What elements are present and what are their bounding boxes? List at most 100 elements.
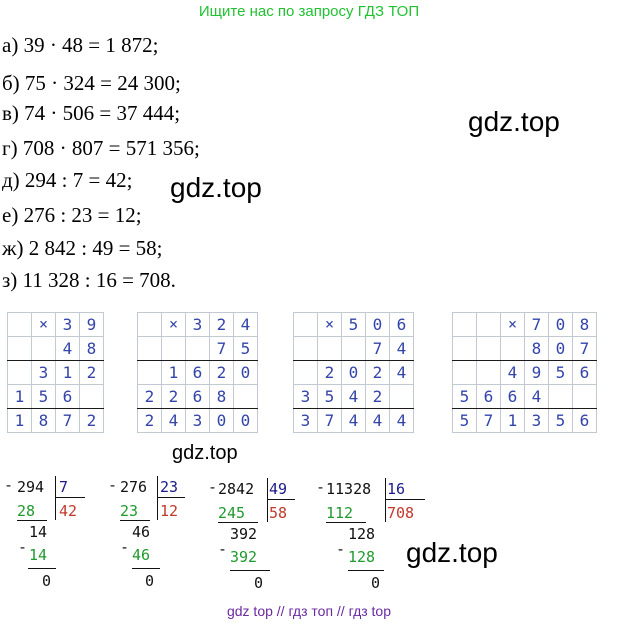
grid-cell: 6 (185, 384, 210, 409)
division-bracket (157, 476, 158, 520)
grid-cell: 7 (365, 336, 390, 361)
subtract-line (132, 568, 160, 569)
grid-cell: 0 (365, 312, 390, 337)
grid-cell: 7 (524, 312, 549, 337)
grid-cell: 1 (55, 360, 80, 385)
multiply-sign: × (500, 312, 525, 337)
grid-cell: 9 (79, 312, 104, 337)
grid-cell: 3 (31, 360, 56, 385)
dividend: 294 (17, 478, 45, 496)
quotient: 58 (269, 504, 288, 522)
grid-cell: 2 (161, 384, 186, 409)
grid-cell: 4 (341, 384, 366, 409)
watermark: gdz.top (468, 106, 560, 137)
grid-cell: 4 (55, 336, 80, 361)
grid-cell (548, 384, 573, 409)
grid-cell: 8 (31, 408, 56, 433)
grid-cell: 1 (161, 360, 186, 385)
divisor: 49 (269, 480, 288, 498)
partial-product: 23 (120, 502, 139, 520)
grid-cell: 2 (365, 384, 390, 409)
grid-cell (293, 312, 318, 337)
minus-sign: - (108, 476, 118, 494)
grid-cell: 5 (452, 408, 477, 433)
grid-cell: 5 (31, 384, 56, 409)
grid-cell: 6 (185, 360, 210, 385)
divisor: 23 (160, 478, 179, 496)
grid-cell (185, 336, 210, 361)
quotient: 12 (160, 502, 179, 520)
final-remainder: 0 (371, 574, 381, 592)
remainder: 46 (132, 523, 151, 541)
grid-cell (452, 360, 477, 385)
grid-cell: 2 (79, 360, 104, 385)
grid-cell: 1 (7, 384, 32, 409)
divisor: 7 (59, 478, 69, 496)
grid-cell (137, 312, 162, 337)
remainder: 14 (29, 523, 48, 541)
long-division-e: - 276 23 12 23 46 - 46 0 (108, 476, 198, 596)
minus-sign: - (336, 540, 346, 558)
grid-cell (137, 360, 162, 385)
equation-e: е) 276 : 23 = 12; (2, 203, 142, 227)
grid-cell: 2 (209, 312, 234, 337)
long-division-z: - 11328 16 708 112 128 - 128 0 (316, 478, 426, 598)
grid-cell: 6 (572, 360, 597, 385)
partial-product: 14 (29, 546, 48, 564)
division-bar (55, 497, 85, 498)
grid-cell: 3 (185, 312, 210, 337)
partial-product: 112 (326, 504, 354, 522)
footer-links: gdz top // гдз топ // гдз top (226, 603, 392, 619)
subtract-line (218, 522, 258, 523)
equation-zh: ж) 2 842 : 49 = 58; (2, 236, 163, 260)
remainder: 392 (230, 525, 258, 543)
grid-cell: 4 (341, 408, 366, 433)
grid-cell (389, 384, 414, 409)
partial-product: 392 (230, 548, 258, 566)
grid-cell (476, 336, 501, 361)
grid-cell: 6 (55, 384, 80, 409)
grid-cell: 3 (293, 384, 318, 409)
grid-cell (341, 336, 366, 361)
grid-cell: 3 (185, 408, 210, 433)
division-bar (385, 499, 425, 500)
grid-cell: 6 (389, 312, 414, 337)
grid-cell: 6 (476, 384, 501, 409)
equation-d: д) 294 : 7 = 42; (2, 168, 133, 192)
grid-cell: 0 (233, 360, 258, 385)
long-division-zh: - 2842 49 58 245 392 - 392 0 (208, 478, 308, 598)
long-division-d: - 294 7 42 28 14 - 14 0 (4, 476, 94, 596)
minus-sign: - (208, 478, 218, 496)
grid-cell: 2 (137, 384, 162, 409)
equation-z: з) 11 328 : 16 = 708. (2, 268, 176, 292)
dividend: 276 (120, 478, 148, 496)
division-bracket (385, 478, 386, 522)
grid-cell: 2 (209, 360, 234, 385)
grid-cell: 3 (293, 408, 318, 433)
multiply-sign: × (317, 312, 342, 337)
grid-cell: 1 (500, 408, 525, 433)
partial-product: 28 (17, 502, 36, 520)
grid-cell (161, 336, 186, 361)
grid-cell (476, 312, 501, 337)
grid-cell: 8 (572, 312, 597, 337)
equation-b: б) 75 · 324 = 24 300; (2, 71, 181, 95)
partial-product: 128 (348, 548, 376, 566)
multiply-sign: × (31, 312, 56, 337)
grid-cell: 2 (137, 408, 162, 433)
grid-cell (7, 360, 32, 385)
final-remainder: 0 (42, 572, 52, 590)
grid-cell (476, 360, 501, 385)
grid-cell: 4 (161, 408, 186, 433)
minus-sign: - (18, 538, 28, 556)
subtract-line (28, 568, 56, 569)
division-bracket (55, 476, 56, 520)
subtract-line (348, 570, 384, 571)
grid-cell: 4 (389, 336, 414, 361)
grid-cell: 3 (524, 408, 549, 433)
grid-cell: 3 (55, 312, 80, 337)
minus-sign: - (218, 540, 228, 558)
grid-cell (317, 336, 342, 361)
